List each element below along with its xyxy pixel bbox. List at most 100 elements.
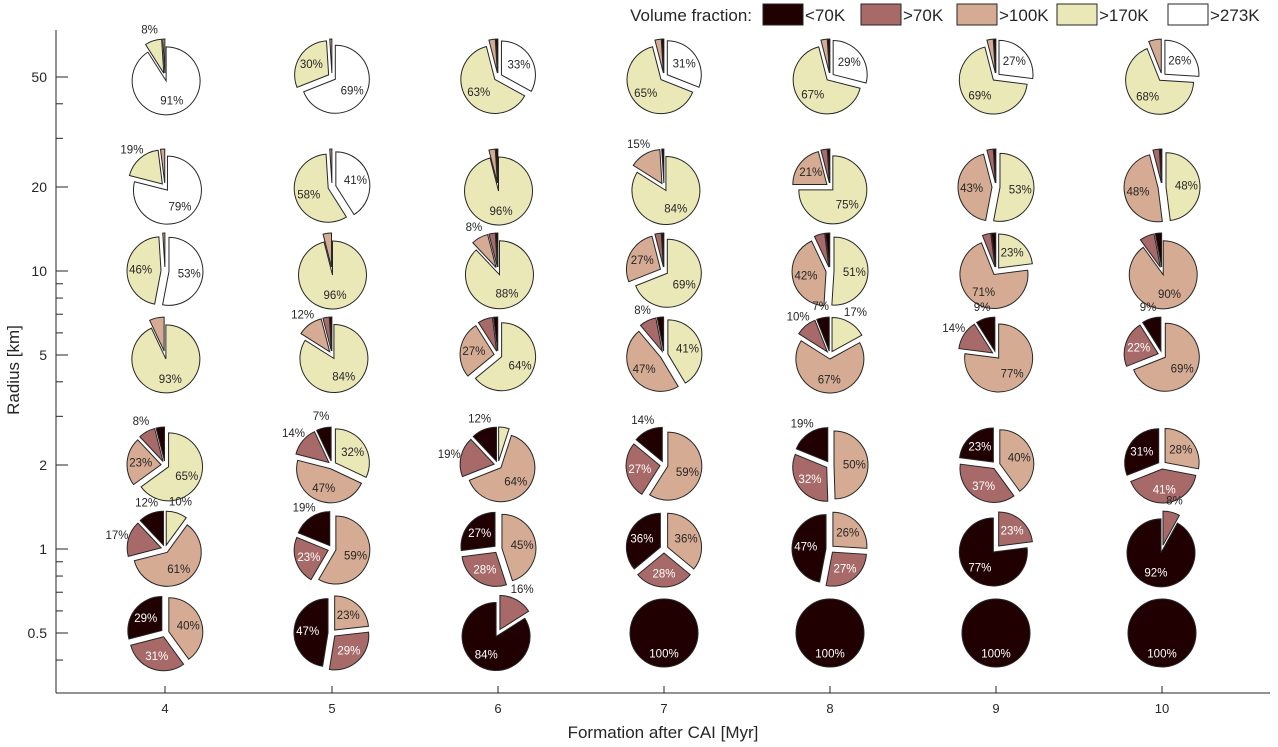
pie-label: 22% (1127, 342, 1150, 354)
pie-slice (293, 153, 348, 223)
pie-slice (328, 631, 370, 671)
pie-slice (961, 598, 1031, 668)
pie-label: 84% (664, 203, 687, 215)
pie-slice (130, 636, 185, 672)
pie-slice (637, 552, 691, 588)
x-tick-label: 5 (328, 701, 335, 716)
pie: 48% 48% (1123, 148, 1201, 223)
legend-swatch (1167, 3, 1209, 26)
pie: 19% 23% 59% (293, 502, 371, 585)
pie-slice (1139, 233, 1161, 268)
pie-slice (958, 323, 994, 354)
pie-slice (144, 38, 165, 74)
pie: 29% 31% 40% (127, 596, 204, 672)
x-tick-label: 4 (161, 701, 168, 716)
pie: 96% (464, 148, 533, 226)
pie: 19% 32% 50% (791, 418, 869, 502)
pie-slice (791, 514, 827, 583)
pie-slice (1123, 154, 1163, 223)
pie-slice (975, 316, 996, 353)
pie-slice (322, 232, 332, 268)
pie-slice (126, 522, 163, 557)
pie-slice (464, 240, 534, 310)
pie-slice (792, 46, 861, 115)
pie-label: 41% (676, 343, 699, 355)
x-tick-label: 10 (1155, 701, 1169, 716)
pie-label: 32% (798, 474, 821, 486)
pie-label: 53% (1009, 184, 1032, 196)
pie-label: 43% (960, 183, 983, 195)
pie: 68% 26% (1125, 38, 1200, 115)
pie-slice (495, 38, 499, 74)
pie-label: 100% (1147, 648, 1176, 660)
pie-slice (165, 510, 187, 547)
pie: 27% 28% 45% (460, 511, 537, 587)
pie-label: 67% (801, 89, 824, 101)
pie-slice (127, 596, 163, 640)
pie-label: 36% (630, 534, 653, 546)
pie-slice (140, 432, 204, 502)
y-minor-ticks (56, 103, 63, 661)
pie-slice (626, 330, 679, 392)
pie-label: 12% (468, 414, 491, 426)
pie-label: 64% (504, 477, 527, 489)
pie-slice (998, 511, 1033, 547)
pie: 12% 19% 64% (438, 414, 536, 503)
pie-slice (831, 236, 869, 306)
pie-label: 84% (475, 649, 498, 661)
pie-slice (998, 39, 1034, 80)
legend-swatch (1056, 3, 1098, 26)
pie-slice (833, 430, 869, 500)
pie-label: 9% (974, 302, 991, 314)
pie-slice (661, 148, 665, 184)
pie-slice (959, 463, 1015, 503)
pie: 12% 17% 61% 10% (105, 496, 202, 587)
legend: Volume fraction: <70K >70K >100K >170K >273K (630, 3, 1260, 26)
pie-slice (986, 38, 996, 74)
pie-slice (495, 232, 499, 268)
pie-label: 71% (972, 287, 995, 299)
pie-slice (832, 511, 868, 549)
pie-slice (798, 319, 829, 354)
pie-slice (293, 598, 329, 667)
y-tick-label: 10 (31, 263, 47, 279)
pie-label: 26% (1168, 55, 1191, 67)
pie-label: 8% (634, 305, 651, 317)
pie: 47% 27% 26% (791, 511, 868, 587)
pie: 19% 79% (120, 144, 202, 225)
pie-slice (501, 513, 537, 582)
pie-slice (492, 316, 499, 352)
pie: 27% 69% (625, 232, 702, 308)
legend-label: <70K (805, 6, 846, 25)
pie-slice (820, 148, 830, 184)
pie-slice (791, 240, 827, 307)
x-tick-label: 6 (494, 701, 501, 716)
pie-slice (798, 155, 868, 225)
y-tick-label: 20 (31, 179, 47, 195)
legend-swatch (956, 3, 998, 26)
y-axis-label: Radius [km] (4, 325, 23, 415)
pie-label: 64% (509, 360, 532, 372)
pie-slice (999, 429, 1035, 492)
pie-slice (1148, 38, 1162, 74)
pie: 30% 69% (294, 38, 370, 114)
pie-slice (297, 511, 331, 547)
pie-label: 91% (160, 95, 183, 107)
pie-label: 75% (836, 199, 859, 211)
pie-label: 15% (627, 139, 650, 151)
pie: 42% 51% (791, 232, 869, 307)
pie-label: 27% (462, 346, 485, 358)
pie: 100% (961, 598, 1031, 668)
pie-label: 41% (344, 175, 367, 187)
y-tick-label: 1 (39, 541, 47, 557)
pie-label: 69% (673, 280, 696, 292)
pie-slice (795, 340, 865, 394)
pie-slice (1133, 322, 1200, 392)
pie: 77% 23% (958, 511, 1033, 587)
legend-title: Volume fraction: (630, 6, 752, 25)
pie-label: 36% (675, 534, 698, 546)
pie-label: 53% (178, 268, 201, 280)
pie-slice (959, 242, 1029, 309)
pie-slice (827, 148, 831, 184)
